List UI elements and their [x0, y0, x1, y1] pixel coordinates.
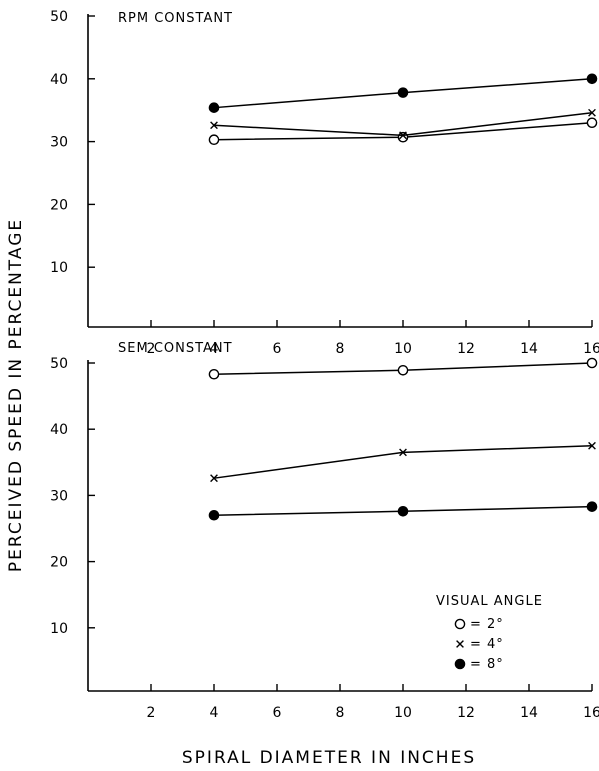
- x-tick-label: 2: [147, 705, 156, 721]
- series-line: [213, 445, 593, 479]
- marker-stroke: [399, 448, 407, 457]
- y-tick-label: 10: [50, 621, 68, 637]
- x-axis-title: SPIRAL DIAMETER IN INCHES: [182, 748, 476, 768]
- x-tick-label: 10: [394, 705, 412, 721]
- marker-stroke: [210, 474, 218, 483]
- x-tick-label: 2: [147, 341, 156, 357]
- x-tick-label: 8: [336, 341, 345, 357]
- marker-stroke: [588, 108, 596, 117]
- data-point: [586, 501, 598, 512]
- panel-title: SEM CONSTANT: [118, 341, 233, 356]
- data-point: [586, 357, 598, 369]
- series-open-circle: [208, 357, 598, 380]
- data-point: [397, 364, 409, 376]
- series-cross: [210, 441, 596, 483]
- legend-marker: [456, 640, 464, 648]
- x-tick-label: 12: [457, 341, 475, 357]
- data-point: [397, 505, 409, 517]
- legend-entries: = 2° = 4° = 8°: [454, 617, 504, 672]
- data-point: [399, 448, 407, 457]
- data-point: [586, 73, 598, 85]
- legend-label: = 8°: [470, 657, 504, 672]
- x-tick-label: 4: [210, 705, 219, 721]
- y-tick-label: 40: [50, 72, 68, 88]
- y-tick-label: 20: [50, 555, 68, 571]
- data-point: [588, 108, 596, 117]
- legend-marker: [454, 658, 466, 670]
- panel-sem-constant: SEM CONSTANT 10 20 30 40 50 2 4 6 8 10 12 14 16: [50, 341, 599, 721]
- data-point: [208, 134, 220, 146]
- x-tick-label: 10: [394, 341, 412, 357]
- data-point: [208, 102, 220, 113]
- marker-stroke: [456, 640, 464, 648]
- x-tick-label: 12: [457, 705, 475, 721]
- data-point: [210, 474, 218, 483]
- data-point: [208, 368, 220, 380]
- series-open-circle: [208, 117, 598, 146]
- x-tick-label: 14: [520, 705, 538, 721]
- legend-label: = 2°: [470, 617, 504, 632]
- data-point: [210, 121, 218, 130]
- x-tick-label: 6: [273, 341, 282, 357]
- x-tick-label: 16: [583, 705, 599, 721]
- y-tick-label: 40: [50, 422, 68, 438]
- marker-stroke: [399, 131, 407, 140]
- legend-entry-cross: = 4°: [456, 637, 504, 652]
- legend-title: VISUAL ANGLE: [436, 594, 543, 609]
- x-tick-label: 16: [583, 341, 599, 357]
- legend-label: = 4°: [470, 637, 504, 652]
- x-tick-label: 8: [336, 705, 345, 721]
- series-filled-circle: [208, 501, 598, 521]
- data-point: [397, 131, 409, 143]
- series-filled-circle: [208, 73, 598, 113]
- legend-marker: [454, 618, 466, 630]
- panel-rpm-constant: RPM CONSTANT 10 20 30 40 50 2 4 6 8 10 12 14 16: [50, 9, 599, 357]
- y-tick-label: 50: [50, 9, 68, 25]
- marker-stroke: [210, 121, 218, 130]
- data-point: [586, 117, 598, 129]
- y-axis-title: PERCEIVED SPEED IN PERCENTAGE: [6, 218, 26, 572]
- y-tick-label: 50: [50, 356, 68, 372]
- y-tick-label: 30: [50, 135, 68, 151]
- data-point: [397, 87, 409, 98]
- data-point: [399, 131, 407, 140]
- series-cross: [210, 108, 596, 140]
- y-tick-label: 20: [50, 197, 68, 213]
- marker-stroke: [588, 441, 596, 450]
- x-tick-label: 14: [520, 341, 538, 357]
- data-point: [208, 509, 220, 521]
- panel-title: RPM CONSTANT: [118, 11, 233, 26]
- y-tick-label: 10: [50, 260, 68, 276]
- x-tick-label: 6: [273, 705, 282, 721]
- legend-entry-open-circle: = 2°: [454, 617, 504, 632]
- legend-entry-filled-circle: = 8°: [454, 657, 504, 672]
- data-point: [588, 441, 596, 450]
- legend: VISUAL ANGLE = 2° = 4° = 8°: [436, 594, 543, 672]
- x-tick-label: 4: [210, 341, 219, 357]
- y-tick-label: 30: [50, 488, 68, 504]
